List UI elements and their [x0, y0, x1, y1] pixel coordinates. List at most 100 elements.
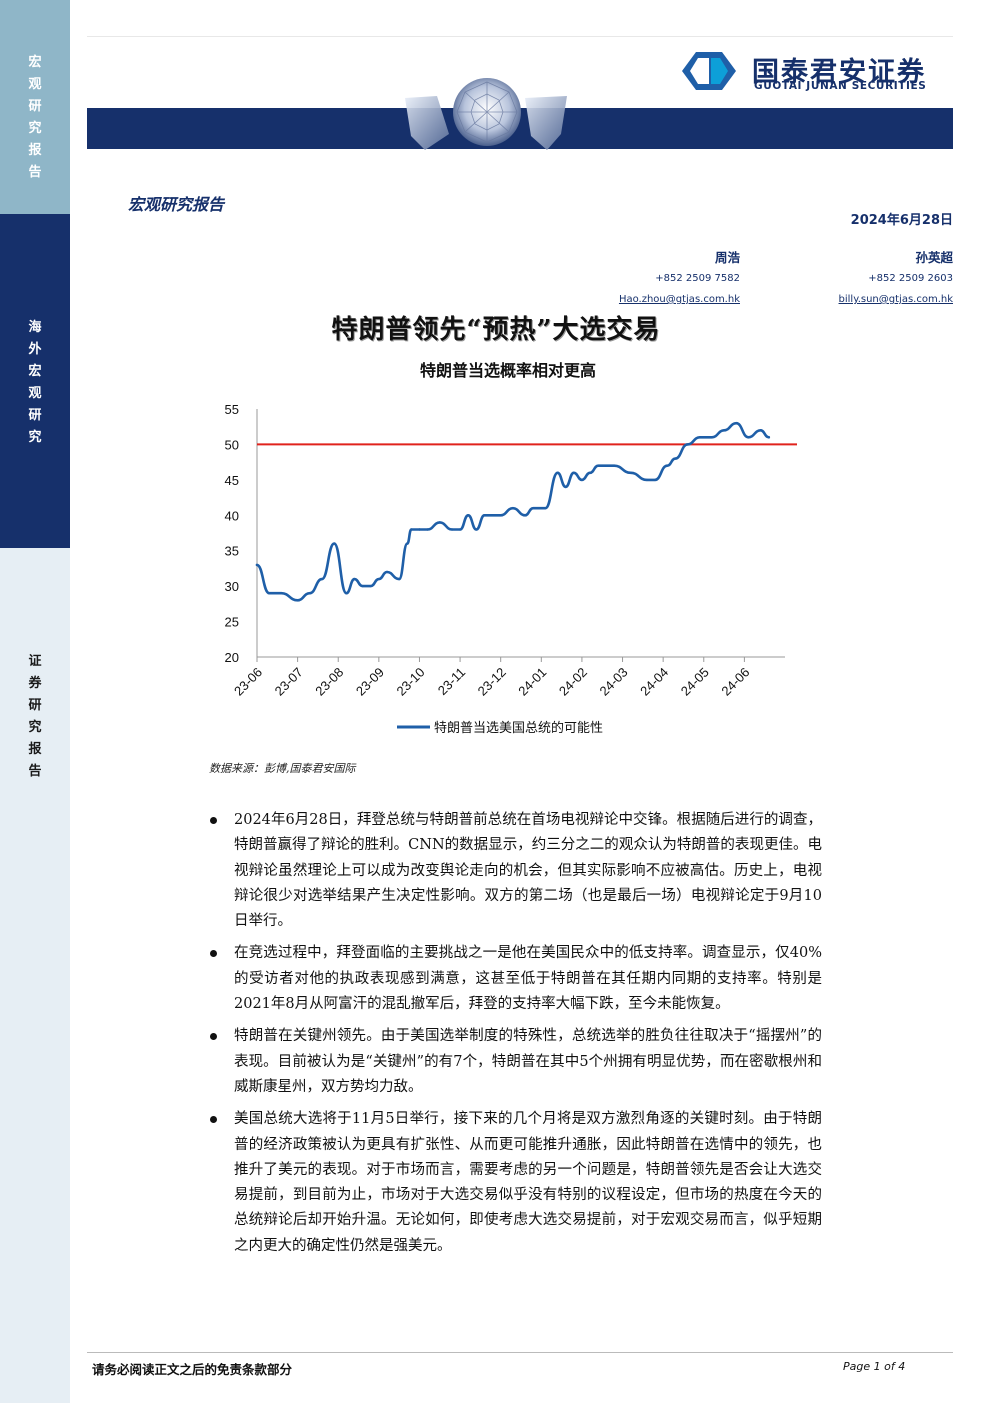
- data-source: 数据来源：彭博,国泰君安国际: [209, 762, 356, 775]
- data-point: [674, 457, 677, 460]
- company-logo: 国泰君安证券 GUOTAI JUNAN SECURITIES: [676, 48, 956, 94]
- bullet-dot-icon: [210, 1033, 217, 1041]
- x-axis-tick-labels: 23-06 23-07 23-08 23-09 23-10 23-11 23-12 24-01…: [231, 657, 753, 699]
- data-point: [467, 514, 470, 517]
- x-tick-label: 24-02: [556, 665, 590, 699]
- x-tick-label: 24-01: [515, 665, 549, 699]
- bullet-dot-icon: [210, 817, 217, 824]
- data-point: [475, 528, 478, 531]
- y-tick-label: 50: [225, 437, 239, 452]
- x-tick-label: 23-08: [312, 665, 346, 699]
- chart-legend: 特朗普当选美国总统的可能性: [397, 720, 603, 736]
- data-point: [747, 436, 750, 439]
- list-item: 2024年6月28日，拜登总统与特朗普前总统在首场电视辩论中交锋。根据随后进行的…: [210, 808, 822, 934]
- y-axis-tick-labels: 55 50 45 40 35 30 25 20: [225, 402, 239, 665]
- logo-text-cn: 国泰君安证券: [752, 57, 926, 88]
- x-tick-label: 23-10: [393, 665, 427, 699]
- x-tick-label: 24-04: [637, 665, 671, 699]
- report-type: 宏观研究报告: [128, 195, 225, 214]
- x-tick-label: 23-07: [272, 665, 306, 699]
- data-point: [722, 429, 726, 432]
- data-point: [450, 528, 454, 531]
- data-point: [255, 563, 259, 567]
- footer-disclaimer: 请务必阅读正文之后的免责条款部分: [92, 1362, 293, 1377]
- x-tick-label: 24-03: [597, 665, 631, 699]
- data-point: [361, 584, 364, 588]
- bullet-dot-icon: [210, 950, 217, 958]
- data-point: [532, 507, 535, 510]
- data-point: [686, 443, 689, 446]
- data-point: [523, 514, 527, 517]
- y-tick-label: 25: [225, 615, 239, 630]
- data-point: [710, 436, 714, 439]
- author-name: 周浩: [714, 250, 740, 265]
- data-point: [345, 592, 348, 595]
- data-point: [698, 436, 701, 439]
- data-point: [597, 464, 600, 467]
- report-date: 2024年6月28日: [850, 213, 953, 228]
- data-point: [377, 577, 380, 581]
- data-point: [353, 577, 356, 581]
- diamond-decoration-icon: [405, 78, 567, 150]
- x-tick-label: 23-09: [353, 665, 387, 699]
- data-point: [385, 570, 389, 574]
- data-point: [458, 528, 462, 531]
- series-line-trump-probability: [255, 421, 771, 602]
- author-email-link[interactable]: Hao.zhou@gtjas.com.hk: [618, 294, 740, 305]
- bullet-dot-icon: [210, 1116, 217, 1124]
- data-point: [767, 436, 770, 439]
- author-1: 周浩 +852 2509 7582 Hao.zhou@gtjas.com.hk: [619, 247, 740, 310]
- data-point: [418, 528, 421, 531]
- footer-divider: [87, 1352, 953, 1353]
- x-tick-label: 24-05: [678, 665, 712, 699]
- data-point: [580, 478, 584, 482]
- bullet-text: 2024年6月28日，拜登总统与特朗普前总统在首场电视辩论中交锋。根据随后进行的…: [234, 812, 822, 930]
- data-point: [333, 542, 336, 545]
- bullet-text: 特朗普在关键州领先。由于美国选举制度的特殊性，总统选举的胜负往往取决于“摇摆州”…: [234, 1028, 822, 1095]
- data-point: [406, 542, 409, 545]
- data-point: [398, 577, 401, 581]
- sidebar-label-securities: 证券研究报告: [28, 654, 42, 779]
- sidebar-label-macro: 宏观研究报告: [28, 55, 42, 180]
- data-point: [735, 422, 738, 425]
- data-point: [511, 507, 515, 510]
- y-tick-label: 20: [225, 650, 239, 665]
- data-point: [564, 485, 567, 489]
- x-tick-label: 23-12: [475, 665, 509, 699]
- data-point: [759, 429, 762, 432]
- author-name: 孙英超: [915, 250, 953, 265]
- author-2: 孙英超 +852 2509 2603 billy.sun@gtjas.com.h…: [839, 247, 953, 310]
- y-tick-label: 35: [225, 544, 239, 559]
- data-point: [491, 514, 494, 517]
- data-point: [588, 471, 592, 474]
- data-point: [666, 464, 669, 467]
- top-divider: [87, 36, 953, 37]
- y-tick-label: 30: [225, 579, 239, 594]
- y-tick-label: 55: [225, 402, 239, 417]
- data-point: [544, 507, 547, 510]
- list-item: 美国总统大选将于11月5日举行，接下来的几个月将是双方激烈角逐的关键时刻。由于特…: [210, 1107, 822, 1259]
- y-tick-label: 45: [225, 473, 239, 488]
- list-item: 在竞选过程中，拜登面临的主要挑战之一是他在美国民众中的低支持率。调查显示，仅40…: [210, 941, 822, 1017]
- data-point: [268, 592, 271, 595]
- x-tick-label: 23-06: [231, 665, 265, 699]
- chart-axes: [256, 409, 785, 658]
- x-tick-label: 24-06: [718, 665, 752, 699]
- data-point: [605, 464, 608, 467]
- bullet-text: 美国总统大选将于11月5日举行，接下来的几个月将是双方激烈角逐的关键时刻。由于特…: [234, 1111, 822, 1254]
- list-item: 特朗普在关键州领先。由于美国选举制度的特殊性，总统选举的胜负往往取决于“摇摆州”…: [210, 1024, 822, 1100]
- bullet-list: 2024年6月28日，拜登总统与特朗普前总统在首场电视辩论中交锋。根据随后进行的…: [210, 808, 822, 1266]
- chart-title: 特朗普当选概率相对更高: [419, 361, 596, 380]
- page-number: Page 1 of 4: [843, 1360, 906, 1373]
- author-email-link[interactable]: billy.sun@gtjas.com.hk: [838, 294, 953, 305]
- data-point: [499, 514, 502, 517]
- logo-text-en: GUOTAI JUNAN SECURITIES: [754, 80, 927, 92]
- data-point: [438, 521, 441, 524]
- data-point: [613, 464, 616, 467]
- data-point: [410, 528, 413, 531]
- data-point: [369, 584, 372, 588]
- logo-emblem-icon: [682, 52, 736, 90]
- data-point: [296, 599, 299, 602]
- data-point: [556, 471, 559, 474]
